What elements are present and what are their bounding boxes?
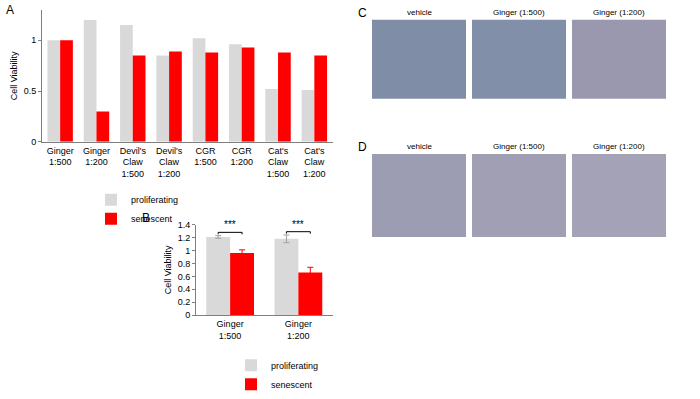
svg-text:1.4: 1.4 bbox=[178, 220, 191, 230]
svg-text:Ginger (1:200): Ginger (1:200) bbox=[593, 8, 645, 17]
svg-text:CGR1:500: CGR1:500 bbox=[194, 146, 217, 168]
svg-text:vehicle: vehicle bbox=[407, 142, 432, 151]
svg-text:1.2: 1.2 bbox=[178, 233, 191, 243]
svg-text:1: 1 bbox=[31, 35, 36, 45]
svg-text:0.8: 0.8 bbox=[178, 259, 191, 269]
svg-text:Cat'sClaw1:200: Cat'sClaw1:200 bbox=[303, 146, 326, 179]
svg-text:Cell Viability: Cell Viability bbox=[9, 51, 19, 100]
svg-text:0.4: 0.4 bbox=[178, 284, 191, 294]
svg-text:A: A bbox=[6, 3, 14, 17]
svg-text:B: B bbox=[142, 211, 150, 225]
svg-text:Ginger1:500: Ginger1:500 bbox=[47, 146, 74, 168]
svg-text:0: 0 bbox=[185, 310, 190, 320]
svg-text:Ginger1:200: Ginger1:200 bbox=[285, 319, 312, 341]
svg-text:Ginger1:200: Ginger1:200 bbox=[83, 146, 110, 168]
svg-text:Cat'sClaw1:500: Cat'sClaw1:500 bbox=[267, 146, 290, 179]
svg-text:0: 0 bbox=[31, 137, 36, 147]
svg-text:Ginger (1:500): Ginger (1:500) bbox=[493, 142, 545, 151]
svg-text:C: C bbox=[358, 6, 367, 20]
svg-text:0.2: 0.2 bbox=[178, 297, 191, 307]
svg-text:Ginger1:500: Ginger1:500 bbox=[217, 319, 244, 341]
svg-text:Devil'sClaw1:500: Devil'sClaw1:500 bbox=[120, 146, 147, 179]
svg-text:senescent: senescent bbox=[131, 214, 173, 224]
svg-text:proliferating: proliferating bbox=[131, 195, 178, 205]
svg-text:Ginger (1:500): Ginger (1:500) bbox=[493, 8, 545, 17]
svg-text:Ginger (1:200): Ginger (1:200) bbox=[593, 142, 645, 151]
svg-text:D: D bbox=[358, 140, 367, 154]
svg-text:***: *** bbox=[292, 219, 304, 230]
svg-text:vehicle: vehicle bbox=[407, 8, 432, 17]
svg-text:Devil'sClaw1:200: Devil'sClaw1:200 bbox=[156, 146, 183, 179]
svg-text:0.5: 0.5 bbox=[24, 86, 37, 96]
svg-text:proliferating: proliferating bbox=[271, 361, 318, 371]
svg-text:1: 1 bbox=[185, 246, 190, 256]
svg-text:senescent: senescent bbox=[271, 380, 313, 390]
svg-text:***: *** bbox=[224, 219, 236, 230]
svg-text:0.6: 0.6 bbox=[178, 272, 191, 282]
svg-text:Cell Viability: Cell Viability bbox=[163, 245, 173, 294]
svg-text:CGR1:200: CGR1:200 bbox=[230, 146, 253, 168]
